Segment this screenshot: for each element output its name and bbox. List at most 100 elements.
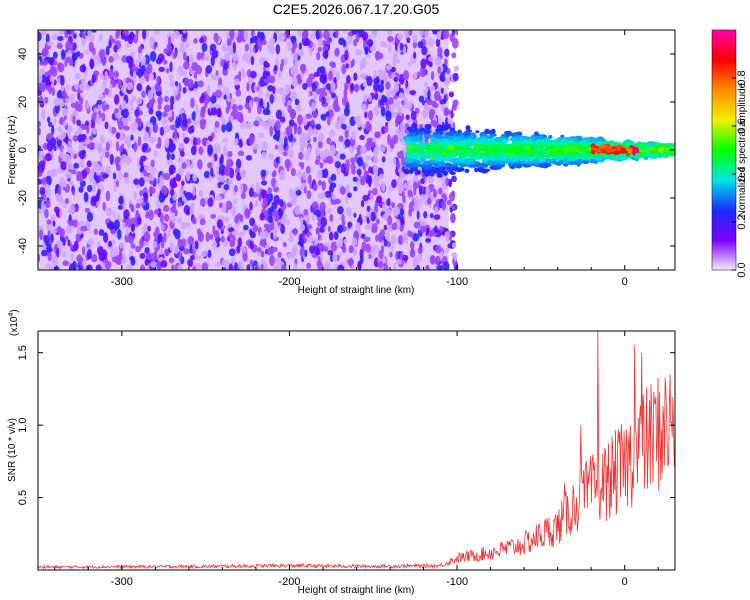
noise-cell [371, 222, 378, 232]
signal-cell [562, 138, 568, 145]
noise-cell [238, 231, 244, 239]
signal-cell [450, 149, 457, 154]
noise-cell [169, 95, 175, 106]
noise-cell [435, 245, 442, 254]
snr-background [38, 331, 675, 570]
noise-cell [107, 240, 112, 248]
noise-cell [108, 69, 114, 80]
noise-cell [302, 30, 308, 39]
noise-cell [147, 225, 151, 232]
noise-cell [104, 87, 109, 96]
colorbar-bar [712, 30, 736, 270]
signal-cell [581, 152, 588, 159]
noise-cell [73, 52, 77, 59]
noise-cell [65, 83, 70, 91]
noise-cell [259, 76, 267, 87]
colorbar-tick-label: 0.6 [736, 118, 748, 133]
noise-cell [338, 135, 344, 143]
noise-cell [451, 175, 457, 183]
noise-cell [433, 90, 441, 101]
noise-cell [149, 122, 154, 134]
y-tick-label: -20 [17, 190, 29, 206]
noise-cell [288, 149, 295, 159]
noise-cell [269, 247, 275, 255]
noise-cell [445, 247, 450, 254]
noise-cell [372, 244, 380, 254]
noise-cell [196, 51, 202, 61]
noise-cell [82, 32, 87, 39]
noise-cell [194, 254, 202, 261]
noise-cell [294, 98, 300, 106]
noise-cell [303, 132, 311, 142]
noise-cell [390, 234, 397, 245]
signal-cell [635, 152, 643, 157]
noise-cell [64, 235, 69, 242]
noise-cell [352, 246, 357, 257]
noise-cell [396, 162, 401, 170]
noise-cell [56, 42, 63, 49]
noise-cell [365, 155, 372, 161]
noise-cell [200, 118, 207, 125]
noise-cell [68, 58, 74, 67]
signal-cell [493, 151, 500, 158]
colorbar-tick-label: 0.8 [736, 70, 748, 85]
noise-cell [135, 30, 139, 36]
noise-cell [51, 124, 55, 135]
noise-cell [52, 220, 56, 227]
noise-cell [85, 219, 91, 231]
signal-cell [491, 156, 497, 161]
signal-cell [479, 152, 484, 159]
noise-cell [357, 120, 362, 128]
noise-cell [199, 37, 205, 44]
noise-cell [98, 110, 102, 118]
noise-cell [115, 131, 121, 140]
noise-cell [157, 234, 161, 245]
noise-cell [193, 37, 198, 44]
noise-cell [405, 114, 410, 120]
noise-cell [294, 66, 299, 76]
noise-cell [279, 169, 286, 181]
noise-cell [396, 33, 404, 41]
noise-cell [351, 58, 355, 67]
noise-cell [190, 202, 195, 209]
noise-cell [72, 134, 79, 142]
noise-cell [387, 197, 391, 207]
signal-cell [488, 130, 494, 135]
noise-cell [333, 231, 339, 241]
noise-cell [82, 258, 87, 269]
signal-cell [403, 168, 410, 175]
noise-cell [117, 228, 122, 240]
noise-cell [397, 185, 404, 194]
signal-cell [429, 148, 437, 152]
signal-cell [541, 162, 550, 169]
noise-cell [341, 245, 347, 254]
noise-cell [380, 106, 386, 117]
noise-cell [104, 71, 109, 82]
signal-cell [438, 138, 445, 143]
noise-cell [351, 237, 358, 248]
noise-cell [273, 213, 280, 223]
noise-cell [115, 141, 120, 152]
noise-cell [215, 89, 223, 99]
noise-cell [67, 129, 71, 138]
noise-cell [220, 235, 225, 243]
noise-cell [414, 107, 420, 115]
noise-cell [69, 243, 73, 252]
noise-cell [260, 120, 266, 127]
noise-cell [313, 92, 318, 100]
signal-cell [554, 146, 560, 152]
noise-cell [313, 237, 319, 246]
noise-cell [213, 32, 219, 43]
noise-cell [389, 88, 396, 97]
signal-cell [511, 157, 519, 163]
noise-cell [304, 151, 310, 161]
signal-cell [449, 171, 456, 176]
noise-cell [374, 105, 379, 117]
noise-cell [360, 145, 367, 155]
noise-cell [76, 171, 82, 182]
x-tick-label: -100 [446, 276, 468, 288]
noise-cell [179, 150, 185, 157]
y-tick-label: 1.5 [17, 345, 29, 360]
noise-cell [47, 229, 51, 236]
noise-cell [259, 230, 266, 240]
